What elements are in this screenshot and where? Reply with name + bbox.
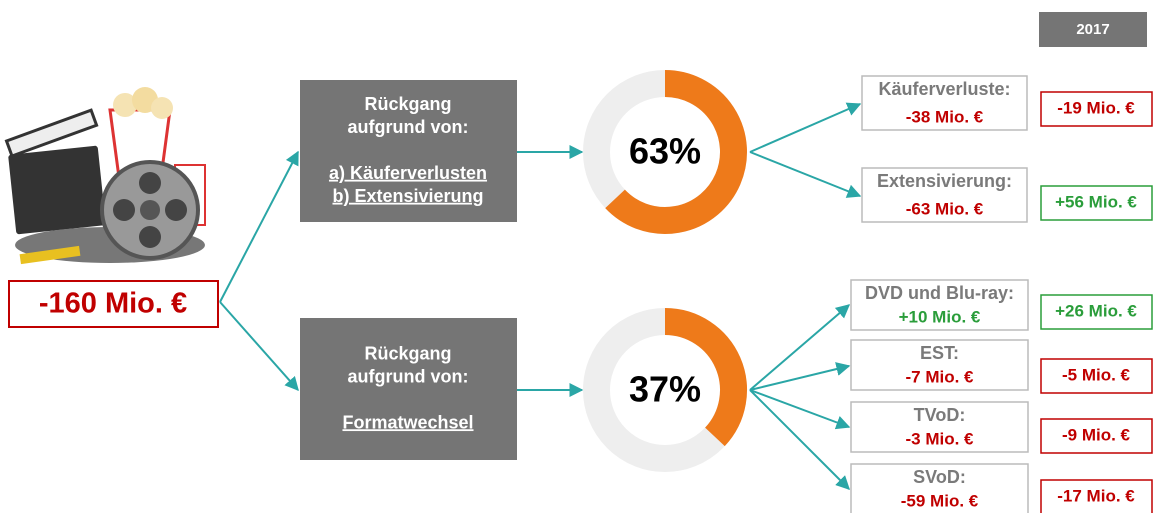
item-value: +10 Mio. € bbox=[899, 307, 981, 326]
connector-arrow bbox=[750, 152, 860, 196]
connector-arrow bbox=[750, 104, 860, 152]
item-name: EST: bbox=[920, 343, 959, 363]
donut-label: 63% bbox=[629, 131, 701, 172]
heading-text: aufgrund von: bbox=[348, 117, 469, 137]
donut-label: 37% bbox=[629, 369, 701, 410]
change-value: -19 Mio. € bbox=[1057, 98, 1135, 117]
year-label: 2017 bbox=[1076, 21, 1109, 38]
connector-arrow bbox=[220, 302, 298, 390]
item-value: -59 Mio. € bbox=[901, 491, 979, 510]
reason-text: Formatwechsel bbox=[342, 412, 473, 432]
item-name: DVD und Blu-ray: bbox=[865, 283, 1014, 303]
item-value: -38 Mio. € bbox=[906, 107, 984, 126]
change-value: +56 Mio. € bbox=[1055, 192, 1137, 211]
total-label: -160 Mio. € bbox=[39, 288, 187, 320]
heading-text: Rückgang bbox=[364, 343, 451, 363]
reason-text: a) Käuferverlusten bbox=[329, 163, 487, 183]
change-value: -17 Mio. € bbox=[1057, 486, 1135, 505]
item-name: TVoD: bbox=[914, 405, 966, 425]
connector-arrow bbox=[750, 390, 849, 489]
connector-arrow bbox=[220, 152, 298, 302]
item-value: -63 Mio. € bbox=[906, 199, 984, 218]
item-value: -3 Mio. € bbox=[905, 429, 974, 448]
change-value: -9 Mio. € bbox=[1062, 425, 1131, 444]
change-value: -5 Mio. € bbox=[1062, 365, 1131, 384]
diagram: 2017 -160 Mio. € Rückgang aufgrund von: a) K… bbox=[0, 0, 1161, 513]
heading-text: Rückgang bbox=[364, 94, 451, 114]
item-name: Extensivierung: bbox=[877, 171, 1012, 191]
page: {"year": "2017", "total": "-160 Mio. €",… bbox=[0, 0, 1161, 513]
connector-arrow bbox=[750, 390, 849, 427]
item-name: SVoD: bbox=[913, 467, 966, 487]
cinema-illustration bbox=[7, 87, 205, 264]
heading-text: aufgrund von: bbox=[348, 366, 469, 386]
item-value: -7 Mio. € bbox=[905, 367, 974, 386]
item-name: Käuferverluste: bbox=[878, 79, 1010, 99]
reason-box bbox=[300, 318, 517, 460]
change-value: +26 Mio. € bbox=[1055, 301, 1137, 320]
reason-text: b) Extensivierung bbox=[332, 186, 483, 206]
